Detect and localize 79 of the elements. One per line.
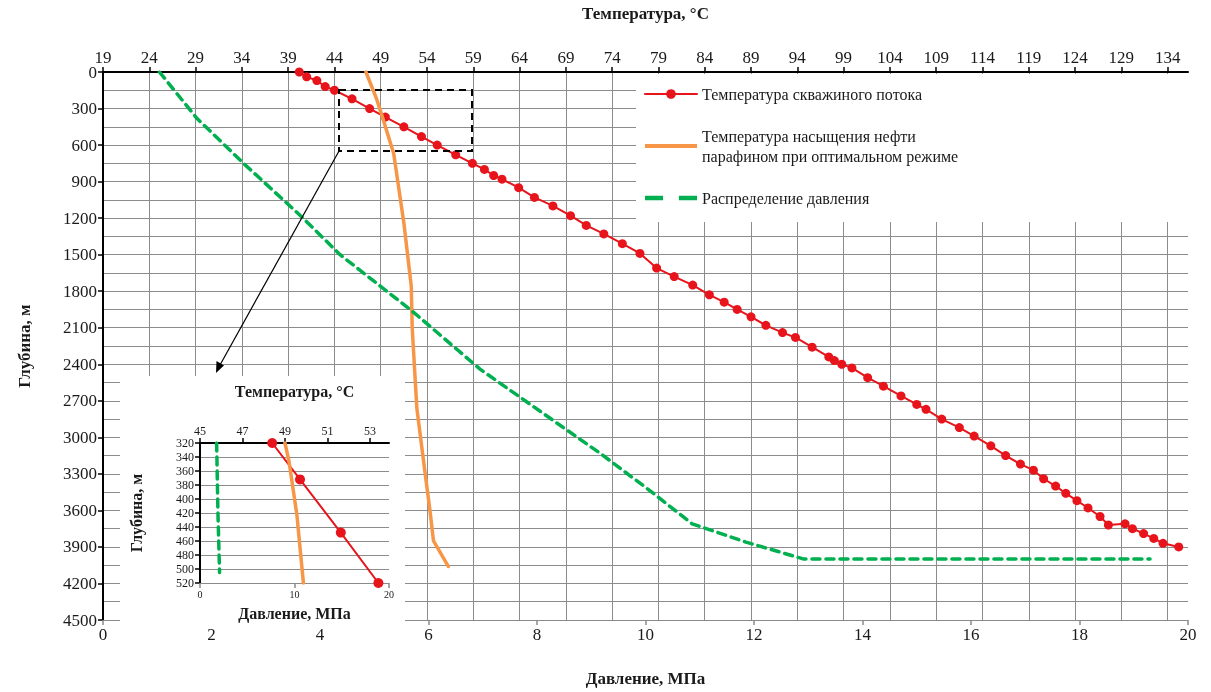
- line-series: [157, 70, 1152, 561]
- y-tick-label: 600: [71, 135, 97, 155]
- x2-tick-label: 74: [603, 48, 622, 67]
- y-tick-label: 1500: [63, 245, 97, 265]
- x2-tick-label: 45: [194, 424, 206, 438]
- x2-tick-label: 44: [325, 48, 344, 67]
- x2-axis-title: Температура, °C: [582, 4, 709, 23]
- x-tick-label: 6: [424, 625, 433, 644]
- y-tick-label: 2400: [63, 354, 97, 374]
- x2-tick-label: 109: [923, 48, 949, 67]
- x-tick-label: 8: [532, 625, 542, 644]
- x2-tick-label: 89: [742, 48, 760, 67]
- y-tick-label: 2100: [63, 318, 97, 338]
- x2-tick-label: 69: [557, 48, 575, 67]
- x-tick-label: 10: [637, 625, 654, 644]
- x2-tick-label: 49: [278, 424, 291, 438]
- y-axis-title: Глубина, м: [127, 473, 146, 553]
- x-tick-label: 14: [854, 625, 872, 644]
- x2-tick-label: 64: [511, 48, 529, 67]
- x2-tick-label: 59: [464, 48, 482, 67]
- y-tick-label: 300: [71, 99, 97, 119]
- x-tick-label: 0: [197, 588, 203, 600]
- x2-tick-label: 114: [970, 48, 996, 67]
- y-tick-label: 520: [176, 576, 194, 590]
- x-axis-title: Давление, МПа: [238, 604, 351, 623]
- y-tick-label: 900: [71, 172, 97, 192]
- x-tick-label: 4: [315, 625, 325, 644]
- x-tick-label: 12: [745, 625, 763, 644]
- x2-tick-label: 53: [363, 424, 376, 438]
- x2-tick-label: 84: [696, 48, 714, 67]
- legend-label: Распределение давления: [702, 189, 870, 208]
- x2-tick-label: 94: [788, 48, 807, 67]
- x2-tick-label: 99: [835, 48, 853, 67]
- y-tick-label: 360: [176, 464, 194, 478]
- y-tick-label: 480: [176, 548, 194, 562]
- y-tick-label: 500: [176, 562, 194, 576]
- x2-tick-label: 119: [1016, 48, 1042, 67]
- x2-tick-label: 134: [1154, 48, 1181, 67]
- y-tick-label: 3000: [63, 427, 97, 447]
- y-tick-label: 400: [176, 492, 194, 506]
- x2-tick-label: 104: [877, 48, 904, 67]
- y-tick-label: 1800: [63, 281, 97, 301]
- y-tick-label: 340: [176, 450, 194, 464]
- x2-axis-title: Температура, °C: [234, 382, 355, 401]
- y-tick-label: 380: [176, 478, 194, 492]
- x-tick-label: 10: [289, 588, 300, 600]
- y-axis-title: Глубина, м: [15, 303, 34, 388]
- x-tick-label: 20: [384, 588, 394, 600]
- x2-tick-label: 51: [321, 424, 334, 438]
- y-tick-label: 320: [176, 436, 194, 450]
- y-tick-label: 0: [88, 62, 97, 82]
- x-tick-label: 2: [207, 625, 216, 644]
- x2-tick-label: 19: [94, 48, 112, 67]
- y-tick-label: 3600: [63, 500, 97, 520]
- y-tick-label: 3900: [63, 537, 97, 557]
- y-tick-label: 420: [176, 506, 194, 520]
- x-tick-label: 16: [962, 625, 980, 644]
- x-tick-label: 20: [1179, 625, 1197, 644]
- y-tick-label: 460: [176, 534, 194, 548]
- x2-tick-label: 39: [279, 48, 297, 67]
- y-tick-label: 3300: [63, 464, 97, 484]
- y-tick-label: 440: [176, 520, 194, 534]
- x-axis-title: Давление, МПа: [585, 669, 706, 688]
- x2-tick-label: 24: [140, 48, 159, 67]
- y-tick-label: 4500: [63, 610, 97, 630]
- y-tick-label: 1200: [63, 208, 97, 228]
- x2-tick-label: 49: [372, 48, 390, 67]
- y-tick-label: 4200: [63, 573, 97, 593]
- x2-tick-label: 54: [418, 48, 437, 67]
- x2-tick-label: 29: [187, 48, 205, 67]
- y-tick-label: 2700: [63, 391, 97, 411]
- x2-tick-label: 34: [233, 48, 251, 67]
- x2-tick-label: 124: [1062, 48, 1089, 67]
- x-tick-label: 18: [1071, 625, 1088, 644]
- legend-label: Температура насыщения нефти парафином при оптимальном режиме: [702, 127, 959, 166]
- x2-tick-label: 129: [1108, 48, 1135, 67]
- x2-tick-label: 79: [649, 48, 667, 67]
- x2-tick-label: 47: [236, 424, 249, 438]
- legend-label: Температура скважиного потока: [702, 85, 923, 104]
